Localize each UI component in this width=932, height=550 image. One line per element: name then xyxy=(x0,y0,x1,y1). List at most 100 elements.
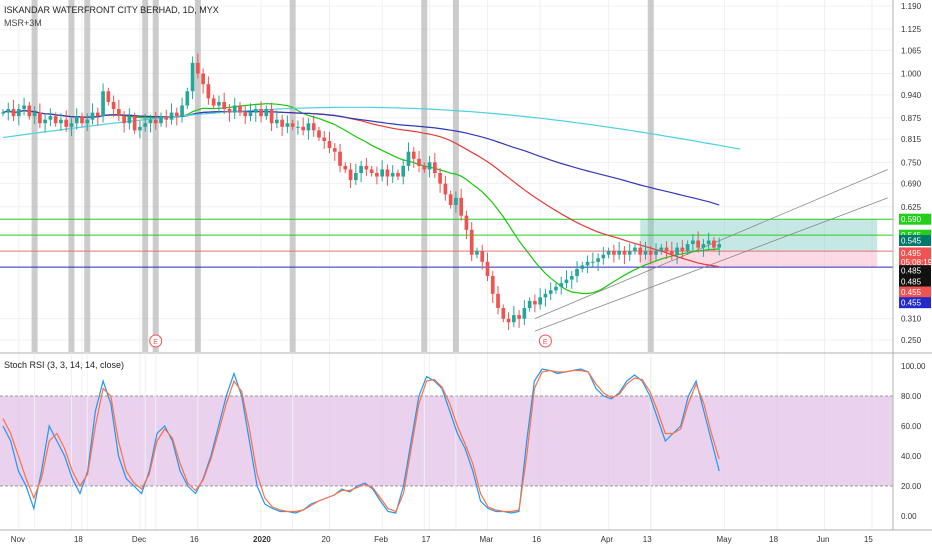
price-tick-label: 0.815 xyxy=(901,135,922,144)
candle-body xyxy=(122,116,126,124)
candle-body xyxy=(301,126,306,131)
candle-body xyxy=(664,247,669,252)
candle-body xyxy=(475,251,479,255)
candle-body xyxy=(169,112,174,120)
price-tick-label: 0.940 xyxy=(901,91,922,100)
candle-body xyxy=(511,315,516,323)
candle-body xyxy=(148,119,153,124)
vertical-band xyxy=(647,0,654,352)
vertical-band xyxy=(421,0,428,352)
candle-body xyxy=(417,158,421,166)
price-tick-label: 0.875 xyxy=(901,114,922,123)
candle-body xyxy=(633,247,637,252)
candle-body xyxy=(543,293,548,298)
candle-body xyxy=(411,151,416,159)
price-label-tag: 0.455 xyxy=(901,288,922,297)
vertical-band xyxy=(152,0,159,352)
time-tick-label: 17 xyxy=(422,535,431,544)
candle-body xyxy=(269,109,274,124)
candle-body xyxy=(443,183,448,195)
candle-body xyxy=(64,119,69,127)
candle-body xyxy=(106,91,111,102)
candle-body xyxy=(712,240,716,248)
candle-body xyxy=(143,123,148,127)
candle-body xyxy=(701,244,706,248)
candle-body xyxy=(43,119,47,124)
candle-body xyxy=(496,293,500,309)
price-label-tag-bg xyxy=(899,297,931,309)
price-label-tag-bg xyxy=(899,265,931,277)
candle-body xyxy=(527,300,532,309)
price-tick-label: 0.690 xyxy=(901,180,922,189)
candle-body xyxy=(669,251,674,255)
stoch-band-fill xyxy=(0,396,893,486)
vertical-bands xyxy=(31,0,654,352)
time-tick-label: 16 xyxy=(532,535,541,544)
vertical-band xyxy=(84,0,91,352)
price-label-tag: 0.545 xyxy=(901,237,922,246)
candle-body xyxy=(353,173,358,181)
candle-body xyxy=(469,229,474,255)
vertical-band xyxy=(68,0,75,352)
candle-body xyxy=(90,112,95,120)
candle-body xyxy=(338,151,342,166)
candle-body xyxy=(111,101,116,110)
stoch-line-k xyxy=(2,368,720,514)
vertical-band xyxy=(142,0,149,352)
candle-body xyxy=(332,148,337,152)
candle-body xyxy=(522,308,527,319)
candle-body xyxy=(538,297,543,305)
price-label-tag-bg xyxy=(899,286,931,298)
candle-body xyxy=(501,308,506,319)
candle-body xyxy=(280,119,284,127)
price-tick-label: 0.750 xyxy=(901,158,922,167)
vertical-band xyxy=(194,0,201,352)
candle-body xyxy=(306,123,311,131)
candle-body xyxy=(275,119,279,124)
candle-body xyxy=(311,123,316,131)
candle-body xyxy=(243,112,248,117)
moving-average-line xyxy=(2,109,720,206)
price-tick-label: 1.125 xyxy=(901,25,922,34)
candle-body xyxy=(211,98,216,106)
time-tick-label: 2020 xyxy=(253,535,271,544)
channel-lower-line xyxy=(534,197,888,332)
stoch-tick-label: 80.00 xyxy=(901,392,922,401)
candle-body xyxy=(617,251,621,255)
candle-body xyxy=(612,251,616,255)
candle-body xyxy=(375,173,379,177)
candle-body xyxy=(533,300,537,305)
candle-body xyxy=(580,265,585,269)
indicator-name: MSR+3M xyxy=(4,18,42,28)
price-label-tag-bg xyxy=(899,275,931,287)
time-tick-label: Apr xyxy=(601,535,614,544)
candle-body xyxy=(164,116,169,120)
candle-body xyxy=(201,73,205,85)
stoch-tick-label: 0.00 xyxy=(901,512,917,521)
candle-body xyxy=(190,62,195,92)
chart-title: ISKANDAR WATERFRONT CITY BERHAD, 1D, MYX xyxy=(4,5,219,15)
earnings-marker xyxy=(538,334,552,348)
candle-body xyxy=(380,169,385,177)
candle-body xyxy=(691,240,695,245)
time-tick-label: 16 xyxy=(190,535,199,544)
candle-body xyxy=(53,116,58,124)
candle-body xyxy=(153,119,158,124)
earnings-marker xyxy=(149,334,163,348)
candle-body xyxy=(232,105,237,113)
candle-body xyxy=(369,169,374,173)
candle-body xyxy=(459,197,464,216)
candle-body xyxy=(127,116,132,124)
candle-body xyxy=(675,247,679,255)
vertical-band xyxy=(452,0,459,352)
candle-body xyxy=(432,162,437,173)
candle-body xyxy=(48,116,53,120)
candle-body xyxy=(590,261,595,263)
candle-body xyxy=(596,258,600,262)
candle-body xyxy=(585,261,590,266)
candle-body xyxy=(448,194,453,205)
candle-body xyxy=(601,254,606,259)
candle-body xyxy=(180,105,184,117)
time-tick-label: Mar xyxy=(479,535,493,544)
